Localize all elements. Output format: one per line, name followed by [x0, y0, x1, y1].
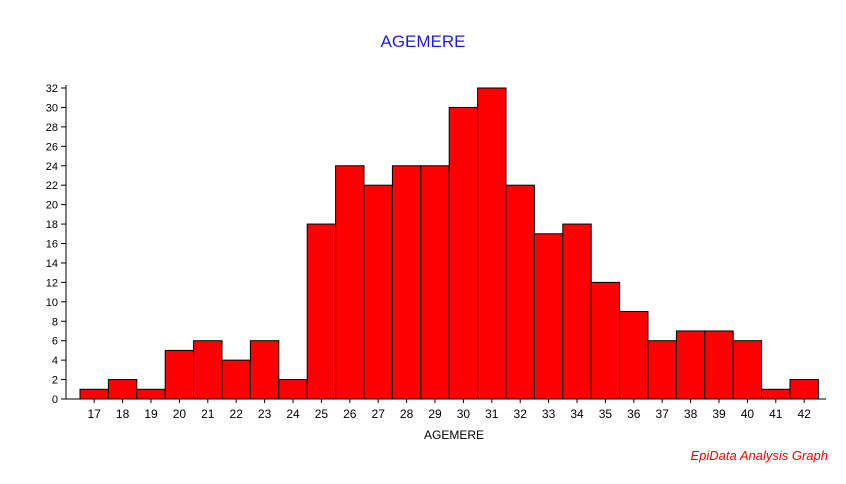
bar-18: [107, 379, 138, 400]
x-tick-label-30: 30: [457, 407, 471, 421]
x-tick-label-39: 39: [712, 407, 726, 421]
y-tick-label-32: 32: [46, 83, 58, 95]
x-tick-label-36: 36: [627, 407, 641, 421]
bar-31: [477, 87, 507, 400]
x-tick-label-31: 31: [485, 407, 499, 421]
y-tick-label-10: 10: [46, 297, 58, 309]
y-tick-label-30: 30: [46, 102, 58, 114]
x-tick-label-33: 33: [542, 407, 556, 421]
y-tick-label-26: 26: [46, 141, 58, 153]
x-tick-label-24: 24: [286, 407, 300, 421]
chart-title: AGEMERE: [380, 32, 466, 51]
bar-25: [306, 223, 337, 400]
bar-28: [391, 165, 422, 400]
y-tick-label-28: 28: [46, 122, 58, 134]
bar-34: [562, 223, 592, 400]
y-tick-label-20: 20: [46, 200, 58, 212]
x-tick-label-41: 41: [769, 407, 783, 421]
bar-38: [675, 330, 706, 400]
bar-36: [619, 311, 649, 400]
bar-33: [533, 233, 564, 400]
bar-37: [647, 340, 677, 400]
x-tick-label-25: 25: [315, 407, 329, 421]
y-tick-label-8: 8: [52, 316, 58, 328]
x-tick-label-17: 17: [88, 407, 102, 421]
x-tick-label-34: 34: [570, 407, 584, 421]
x-tick-label-35: 35: [599, 407, 613, 421]
y-tick-label-14: 14: [46, 258, 58, 270]
x-tick-label-32: 32: [514, 407, 528, 421]
y-tick-label-6: 6: [52, 336, 58, 348]
x-axis-title: AGEMERE: [424, 428, 484, 442]
footer-label: EpiData Analysis Graph: [690, 448, 828, 463]
y-tick-label-12: 12: [46, 277, 58, 289]
bar-23: [249, 340, 280, 400]
x-tick-label-40: 40: [741, 407, 755, 421]
bar-30: [448, 106, 479, 400]
bar-24: [278, 379, 308, 400]
bar-40: [732, 340, 763, 400]
bar-39: [704, 330, 734, 400]
x-tick-label-26: 26: [343, 407, 357, 421]
bar-26: [335, 165, 365, 400]
x-tick-label-22: 22: [230, 407, 244, 421]
x-tick-label-42: 42: [798, 407, 812, 421]
bar-22: [221, 359, 251, 400]
x-tick-label-23: 23: [258, 407, 272, 421]
y-tick-label-0: 0: [52, 394, 58, 406]
x-tick-label-21: 21: [201, 407, 215, 421]
bar-17: [79, 388, 109, 400]
y-tick-label-22: 22: [46, 180, 58, 192]
x-tick-label-28: 28: [400, 407, 414, 421]
x-tick-label-19: 19: [144, 407, 158, 421]
x-tick-label-27: 27: [372, 407, 386, 421]
axes-layer: [65, 85, 826, 400]
bar-19: [136, 388, 166, 400]
bar-42: [789, 379, 819, 400]
bar-29: [420, 165, 450, 400]
y-tick-label-18: 18: [46, 219, 58, 231]
bar-35: [590, 281, 621, 400]
bar-27: [363, 184, 393, 400]
bar-21: [193, 340, 223, 400]
x-tick-label-29: 29: [428, 407, 442, 421]
x-tick-label-38: 38: [684, 407, 698, 421]
y-tick-label-24: 24: [46, 161, 58, 173]
bar-32: [505, 184, 535, 400]
x-tick-label-18: 18: [116, 407, 130, 421]
y-tick-label-16: 16: [46, 239, 58, 251]
bar-20: [164, 349, 195, 400]
bar-41: [761, 388, 791, 400]
y-tick-label-4: 4: [52, 355, 58, 367]
x-tick-label-37: 37: [656, 407, 670, 421]
bars-layer: [79, 87, 819, 400]
y-tick-label-2: 2: [52, 375, 58, 387]
x-tick-label-20: 20: [173, 407, 187, 421]
